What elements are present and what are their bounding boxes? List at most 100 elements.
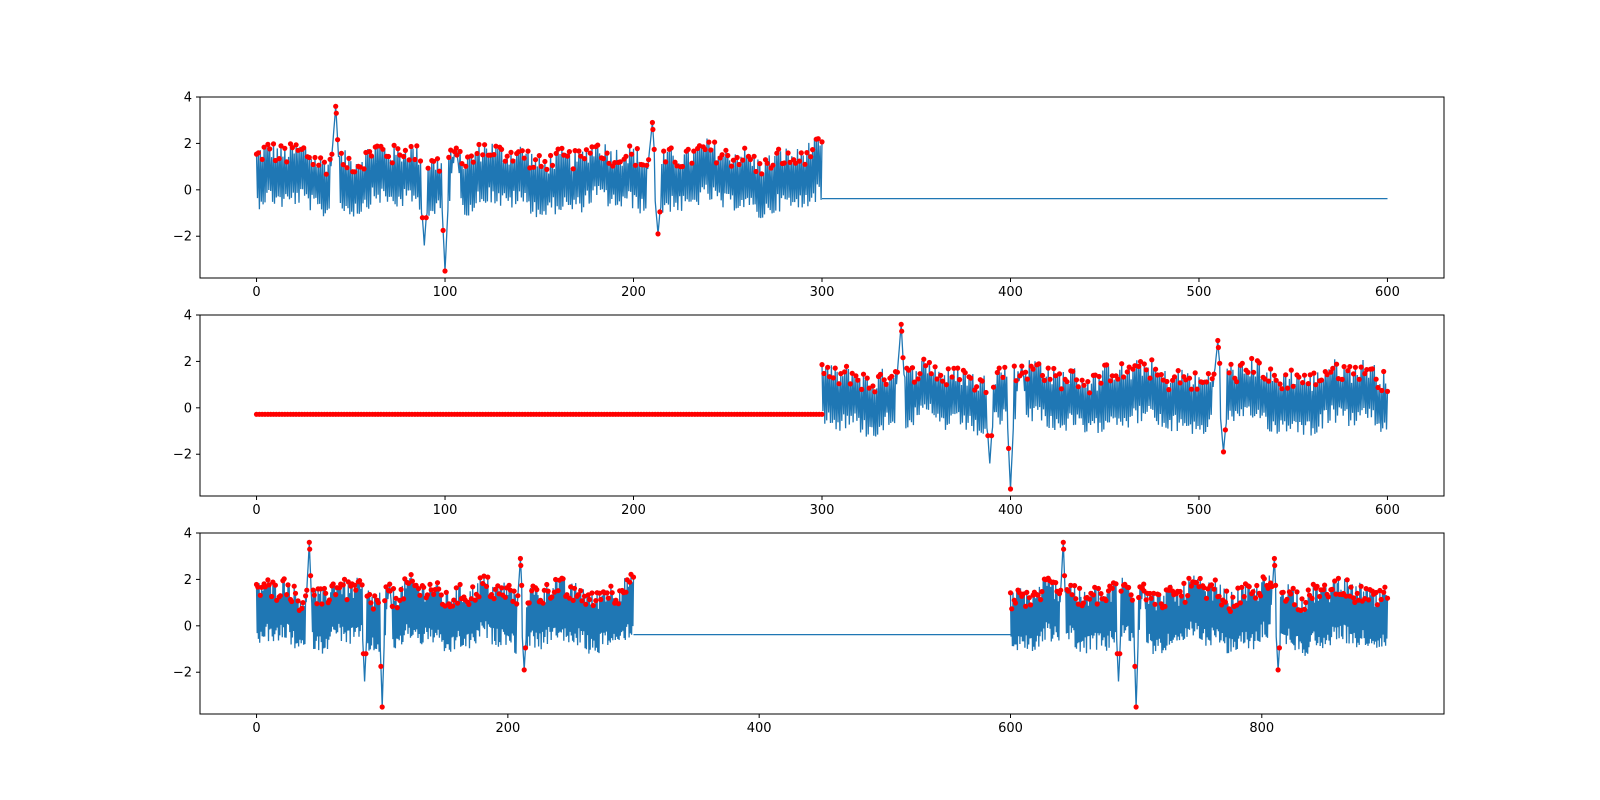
scatter-point <box>307 546 313 552</box>
scatter-point <box>1000 374 1006 380</box>
scatter-point <box>368 600 374 606</box>
scatter-point <box>476 594 482 600</box>
scatter-point <box>1041 377 1047 383</box>
scatter-point <box>1216 593 1222 599</box>
scatter-point <box>1276 645 1282 651</box>
scatter-point <box>534 587 540 593</box>
scatter-point <box>1069 592 1075 598</box>
scatter-point <box>1290 585 1296 592</box>
scatter-point <box>649 119 656 126</box>
scatter-point <box>1079 377 1085 383</box>
scatter-point <box>1124 369 1130 375</box>
scatter-point <box>1334 361 1340 367</box>
scatter-point <box>759 171 765 177</box>
scatter-point <box>1107 378 1113 384</box>
scatter-point <box>728 163 735 169</box>
scatter-point <box>853 373 859 379</box>
scatter-point <box>1309 595 1315 602</box>
scatter-point <box>1219 602 1225 608</box>
scatter-point <box>1148 595 1154 601</box>
scatter-point <box>1300 380 1306 386</box>
scatter-point <box>598 596 604 603</box>
scatter-point <box>830 375 836 381</box>
scatter-point <box>367 591 373 598</box>
scatter-point <box>1136 594 1142 601</box>
scatter-point <box>394 605 400 611</box>
scatter-point <box>304 587 310 593</box>
scatter-point <box>1374 602 1380 608</box>
scatter-point <box>606 160 612 166</box>
scatter-point <box>1188 386 1194 392</box>
scatter-point <box>575 592 581 598</box>
scatter-point <box>352 169 358 175</box>
scatter-point <box>1023 603 1029 609</box>
scatter-point <box>1352 599 1358 606</box>
scatter-point <box>764 160 770 166</box>
scatter-point <box>804 150 810 156</box>
scatter-point <box>1325 594 1331 600</box>
y-tick-label: 2 <box>184 573 192 588</box>
scatter-point <box>1073 596 1079 602</box>
x-tick-label: 400 <box>998 285 1023 300</box>
scatter-point <box>1381 368 1387 375</box>
scatter-point <box>1188 583 1194 589</box>
scatter-point <box>480 152 486 158</box>
scatter-point <box>1098 591 1104 597</box>
scatter-point <box>1200 379 1206 385</box>
scatter-point <box>570 597 576 604</box>
scatter-point <box>847 381 853 387</box>
scatter-point <box>379 704 385 710</box>
scatter-point <box>691 148 697 154</box>
scatter-point <box>540 600 546 606</box>
scatter-point <box>363 651 369 657</box>
scatter-point <box>1266 378 1272 384</box>
scatter-point <box>453 145 459 151</box>
scatter-point <box>359 582 365 588</box>
axes-frame <box>199 314 1445 497</box>
scatter-point <box>442 603 448 609</box>
scatter-point <box>1239 360 1245 366</box>
scatter-point <box>408 572 414 578</box>
scatter-point <box>689 160 695 166</box>
scatter-point <box>1143 367 1149 373</box>
scatter-point <box>333 592 339 598</box>
scatter-point <box>657 209 663 215</box>
scatter-point <box>685 146 691 152</box>
scatter-point <box>1226 370 1232 376</box>
scatter-point <box>1019 370 1025 376</box>
scatter-point <box>632 162 639 168</box>
scatter-point <box>644 162 650 168</box>
scatter-point <box>1222 427 1228 433</box>
scatter-point <box>1011 363 1017 369</box>
scatter-point <box>1129 597 1135 603</box>
scatter-point <box>576 148 582 154</box>
scatter-point <box>1051 365 1057 372</box>
scatter-point <box>566 149 573 155</box>
scatter-point <box>747 156 754 163</box>
scatter-point <box>353 587 359 593</box>
scatter-point <box>1061 546 1067 552</box>
scatter-point <box>1193 580 1200 586</box>
scatter-point <box>1369 366 1375 372</box>
scatter-point <box>463 163 469 169</box>
scatter-point <box>581 156 588 162</box>
scatter-point <box>1152 601 1158 607</box>
scatter-point <box>1087 596 1093 602</box>
scatter-point <box>1290 383 1296 389</box>
scatter-point <box>1205 371 1211 377</box>
scatter-point <box>1257 593 1264 599</box>
scatter-point <box>1284 596 1290 602</box>
scatter-point <box>1147 590 1153 597</box>
scatter-point <box>1279 386 1285 392</box>
scatter-point <box>1384 388 1391 394</box>
scatter-point <box>915 376 921 382</box>
scatter-point <box>736 161 742 168</box>
scatter-point <box>1158 372 1164 378</box>
scatter-point <box>1288 591 1294 597</box>
scatter-point <box>293 142 299 148</box>
scatter-point <box>1246 584 1252 590</box>
scatter-point <box>911 379 918 385</box>
scatter-point <box>819 411 825 417</box>
scatter-point <box>579 598 585 604</box>
